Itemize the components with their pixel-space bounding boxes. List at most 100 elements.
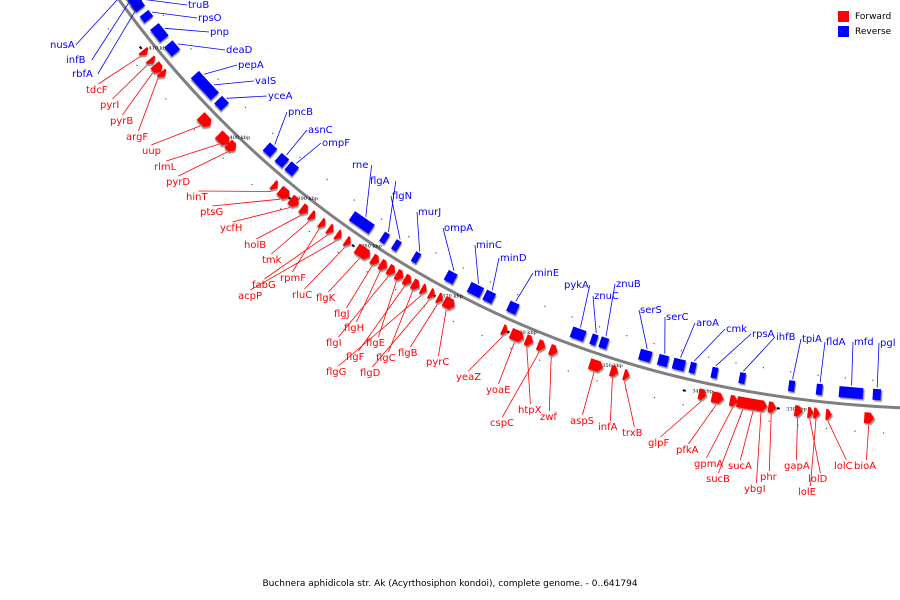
gene-label-pncB[interactable]: pncB (288, 107, 313, 118)
gene-feature-zwf[interactable] (548, 344, 559, 357)
gene-feature-rpsO[interactable] (139, 9, 154, 23)
gene-feature-flgC[interactable] (409, 278, 422, 292)
gene-label-sucA[interactable]: sucA (728, 461, 752, 472)
gene-feature-minE[interactable] (506, 300, 520, 315)
gene-feature-flgF[interactable] (401, 273, 414, 288)
gene-feature-flgK[interactable] (353, 243, 373, 262)
gene-feature-pyrI[interactable] (145, 55, 158, 67)
gene-label-phr[interactable]: phr (760, 472, 778, 483)
gene-feature-pyrB[interactable] (150, 61, 165, 76)
gene-label-flgH[interactable]: flgH (344, 323, 364, 334)
gene-label-tdcF[interactable]: tdcF (86, 85, 108, 96)
gene-feature-rluC[interactable] (342, 235, 354, 248)
gene-feature-lolD[interactable] (806, 406, 814, 419)
gene-feature-valS[interactable] (198, 79, 219, 101)
gene-label-flgN[interactable]: flgN (392, 191, 412, 202)
gene-feature-tdcF[interactable] (138, 46, 151, 59)
gene-feature-holB[interactable] (298, 203, 311, 217)
gene-label-acpP[interactable]: acpP (238, 291, 262, 302)
gene-label-serC[interactable]: serC (666, 312, 688, 323)
gene-label-rpmF[interactable]: rpmF (280, 273, 306, 284)
gene-feature-ptsG[interactable] (276, 185, 292, 202)
gene-feature-znuB[interactable] (598, 336, 610, 350)
gene-feature-flgN[interactable] (390, 239, 402, 252)
gene-feature-flgD[interactable] (426, 288, 438, 301)
gene-feature-lolE[interactable] (813, 407, 820, 419)
gene-feature-flgB[interactable] (435, 292, 445, 306)
gene-label-glpF[interactable]: glpF (648, 438, 669, 449)
gene-label-infB[interactable]: infB (66, 55, 86, 66)
gene-feature-flgE[interactable] (393, 268, 407, 283)
gene-feature-yoaE[interactable] (508, 327, 526, 344)
gene-feature-pnp[interactable] (150, 23, 169, 43)
gene-label-uup[interactable]: uup (142, 146, 161, 157)
gene-label-flgE[interactable]: flgE (366, 338, 385, 349)
gene-label-ompA[interactable]: ompA (444, 223, 473, 234)
gene-feature-cspC[interactable] (535, 339, 547, 352)
gene-label-murJ[interactable]: murJ (418, 207, 441, 218)
gene-feature-serS[interactable] (638, 348, 653, 363)
gene-label-znuB[interactable]: znuB (616, 279, 641, 290)
gene-label-flgF[interactable]: flgF (346, 352, 365, 363)
gene-feature-tpiA[interactable] (787, 380, 796, 392)
gene-feature-infA[interactable] (608, 365, 620, 378)
gene-feature-rpmF[interactable] (317, 217, 328, 230)
gene-label-lolE[interactable]: lolE (798, 487, 816, 498)
gene-feature-pykA[interactable] (569, 326, 587, 342)
gene-feature-aspS[interactable] (587, 358, 605, 373)
gene-label-deaD[interactable]: deaD (226, 45, 253, 56)
gene-label-trxB[interactable]: trxB (622, 428, 643, 439)
gene-label-ybgI[interactable]: ybgI (744, 484, 766, 495)
gene-feature-fabG[interactable] (325, 223, 336, 236)
gene-label-aroA[interactable]: aroA (696, 318, 719, 329)
gene-label-asnC[interactable]: asnC (308, 125, 333, 136)
gene-label-rbfA[interactable]: rbfA (72, 69, 93, 80)
gene-feature-ybgI[interactable] (756, 399, 768, 412)
gene-label-lolD[interactable]: lolD (808, 474, 828, 485)
gene-feature-ycfH[interactable] (287, 194, 302, 210)
gene-label-ihfB[interactable]: ihfB (776, 332, 796, 343)
gene-label-infA[interactable]: infA (598, 422, 618, 433)
gene-feature-cmk[interactable] (688, 361, 697, 374)
gene-label-yeaZ[interactable]: yeaZ (456, 372, 481, 383)
gene-label-minE[interactable]: minE (534, 268, 559, 279)
gene-feature-pncB[interactable] (262, 142, 278, 158)
gene-feature-glpF[interactable] (697, 388, 707, 400)
gene-label-minD[interactable]: minD (500, 253, 527, 264)
gene-feature-ompF[interactable] (284, 161, 300, 177)
gene-feature-acpP[interactable] (333, 229, 344, 242)
gene-label-rne[interactable]: rne (352, 160, 368, 171)
gene-feature-znuC[interactable] (589, 333, 599, 346)
gene-feature-uup[interactable] (196, 112, 215, 130)
gene-feature-deaD[interactable] (164, 40, 181, 57)
gene-label-pfkA[interactable]: pfkA (676, 445, 699, 456)
gene-label-rlmL[interactable]: rlmL (154, 162, 177, 173)
gene-label-sucB[interactable]: sucB (706, 474, 730, 485)
gene-feature-rbfA[interactable] (130, 0, 143, 10)
gene-label-flgJ[interactable]: flgJ (334, 309, 350, 320)
gene-label-bioA[interactable]: bioA (854, 461, 876, 472)
gene-feature-bioA[interactable] (863, 412, 875, 424)
gene-feature-argF[interactable] (156, 68, 169, 81)
gene-label-valS[interactable]: valS (255, 76, 276, 87)
gene-label-lolC[interactable]: lolC (834, 461, 853, 472)
gene-label-nusA[interactable]: nusA (50, 40, 75, 51)
gene-label-flgC[interactable]: flgC (376, 353, 396, 364)
gene-label-cspC[interactable]: cspC (490, 418, 514, 429)
gene-label-flgK[interactable]: flgK (316, 293, 336, 304)
gene-feature-tmk[interactable] (306, 210, 318, 222)
gene-feature-hinT[interactable] (269, 180, 281, 192)
gene-label-flgB[interactable]: flgB (398, 348, 418, 359)
gene-feature-murJ[interactable] (410, 251, 422, 264)
gene-feature-flgA[interactable] (379, 231, 391, 245)
gene-label-flgI[interactable]: flgI (326, 338, 342, 349)
gene-label-tmk[interactable]: tmk (262, 255, 282, 266)
gene-label-zwf[interactable]: zwf (540, 412, 557, 423)
gene-feature-pgl[interactable] (872, 388, 882, 401)
gene-label-gapA[interactable]: gapA (784, 461, 810, 472)
gene-feature-yceA[interactable] (214, 95, 230, 111)
gene-label-pykA[interactable]: pykA (564, 280, 589, 291)
gene-label-truB[interactable]: truB (188, 0, 209, 11)
gene-label-fldA[interactable]: fldA (826, 337, 846, 348)
gene-label-gpmA[interactable]: gpmA (694, 459, 723, 470)
